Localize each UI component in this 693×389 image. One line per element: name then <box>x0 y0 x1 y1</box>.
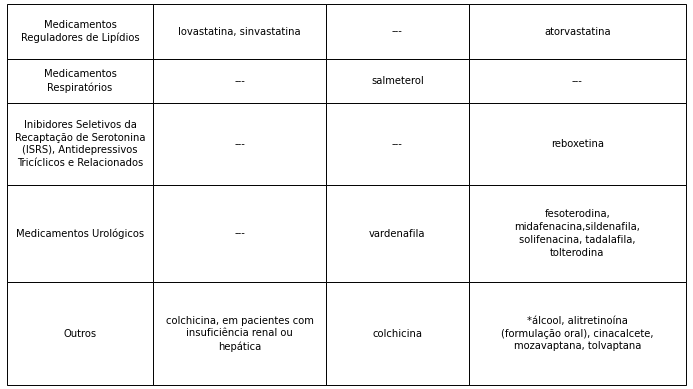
Text: Medicamentos
Respiratórios: Medicamentos Respiratórios <box>44 69 116 93</box>
Bar <box>153 103 326 185</box>
Text: Medicamentos
Reguladores de Lipídios: Medicamentos Reguladores de Lipídios <box>21 20 139 43</box>
Text: ---: --- <box>234 139 245 149</box>
Bar <box>468 103 686 185</box>
Bar <box>7 103 153 185</box>
Text: Inibidores Seletivos da
Recaptação de Serotonina
(ISRS), Antidepressivos
Tricícl: Inibidores Seletivos da Recaptação de Se… <box>15 120 146 168</box>
Text: colchicina, em pacientes com
insuficiência renal ou
hepática: colchicina, em pacientes com insuficiênc… <box>166 315 313 352</box>
Bar <box>468 59 686 103</box>
Bar <box>153 185 326 282</box>
Text: salmeterol: salmeterol <box>371 76 424 86</box>
Bar <box>468 282 686 385</box>
Bar <box>7 4 153 59</box>
Bar <box>153 282 326 385</box>
Text: Outros: Outros <box>63 329 96 339</box>
Bar <box>468 185 686 282</box>
Text: ---: --- <box>234 76 245 86</box>
Text: lovastatina, sinvastatina: lovastatina, sinvastatina <box>178 26 301 37</box>
Text: Medicamentos Urológicos: Medicamentos Urológicos <box>16 228 144 239</box>
Bar <box>326 282 468 385</box>
Bar <box>7 282 153 385</box>
Text: *álcool, alitretinoína
(formulação oral), cinacalcete,
mozavaptana, tolvaptana: *álcool, alitretinoína (formulação oral)… <box>501 316 653 351</box>
Bar <box>468 4 686 59</box>
Bar <box>326 4 468 59</box>
Bar <box>326 103 468 185</box>
Text: atorvastatina: atorvastatina <box>544 26 611 37</box>
Text: colchicina: colchicina <box>372 329 423 339</box>
Text: vardenafila: vardenafila <box>369 229 426 238</box>
Text: ---: --- <box>572 76 583 86</box>
Bar <box>7 185 153 282</box>
Bar <box>153 59 326 103</box>
Text: ---: --- <box>392 139 403 149</box>
Bar <box>326 185 468 282</box>
Bar <box>153 4 326 59</box>
Bar <box>326 59 468 103</box>
Bar <box>7 59 153 103</box>
Text: ---: --- <box>392 26 403 37</box>
Text: ---: --- <box>234 229 245 238</box>
Text: reboxetina: reboxetina <box>551 139 604 149</box>
Text: fesoterodina,
midafenacina,sildenafila,
solifenacina, tadalafila,
tolterodina: fesoterodina, midafenacina,sildenafila, … <box>514 209 640 258</box>
